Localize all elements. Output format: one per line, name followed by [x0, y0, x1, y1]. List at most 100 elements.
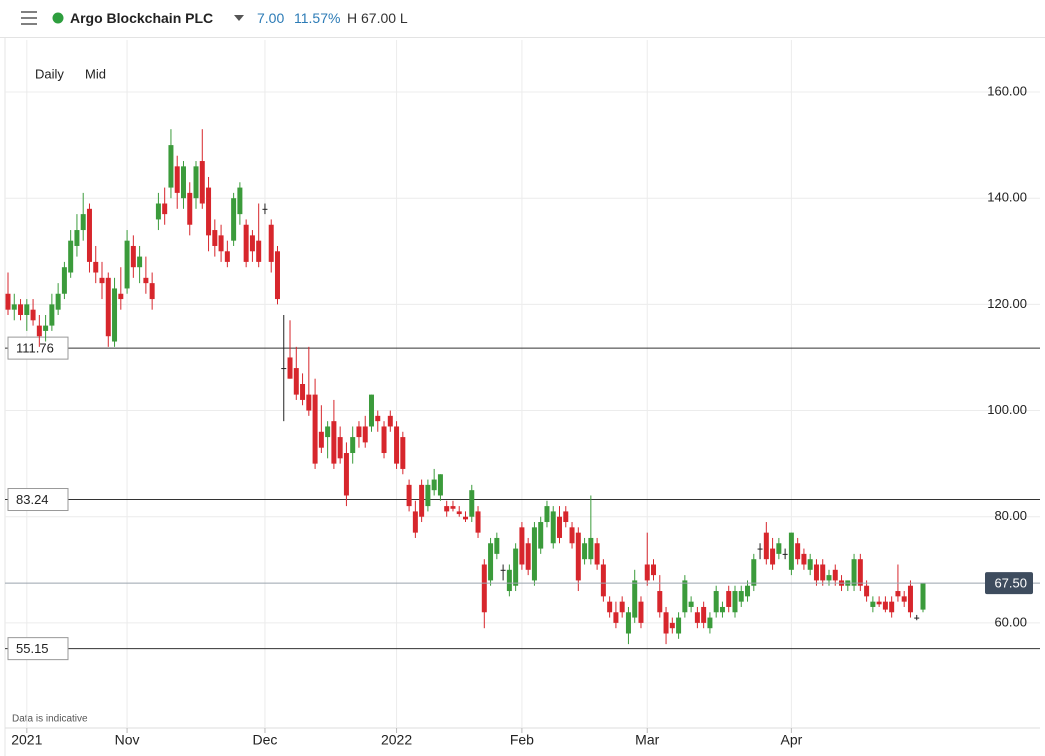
candle-body	[763, 532, 769, 560]
level-label-box	[7, 336, 69, 360]
level-label: 111.76	[16, 341, 54, 356]
x-tick-label: Dec	[252, 732, 277, 748]
candle-body	[519, 527, 525, 565]
high-low: H 67.00 L	[347, 10, 408, 26]
candle-body	[287, 357, 293, 379]
note: Data is indicative	[12, 714, 88, 725]
candle-body	[93, 261, 99, 273]
candle-body	[281, 368, 287, 370]
candle-body	[563, 511, 569, 523]
candle-body	[174, 166, 180, 193]
interval[interactable]: Daily	[35, 66, 64, 81]
candle-body	[237, 187, 243, 215]
candle-body	[882, 601, 888, 610]
candle-body	[638, 601, 644, 623]
candle-body	[387, 415, 393, 427]
chart: Daily Mid Data is indicative 60.00 80.00 1…	[4, 38, 1040, 756]
candle-body	[826, 575, 832, 581]
candle-body	[525, 543, 531, 570]
candle-body	[757, 548, 763, 550]
candle-body	[80, 214, 86, 231]
candle-body	[11, 304, 17, 310]
candle-body	[569, 527, 575, 544]
candle-body	[86, 208, 92, 262]
candle-body	[719, 606, 725, 613]
candle-body	[30, 309, 36, 321]
candle-body	[155, 203, 161, 220]
candle-body	[18, 304, 24, 315]
dropdown-caret[interactable]	[234, 15, 246, 25]
x-tick-label: 2021	[11, 732, 42, 748]
candle-body	[613, 612, 619, 623]
candle-body	[312, 394, 318, 464]
candle-body	[676, 617, 682, 634]
candle-body	[807, 559, 813, 570]
candle-body	[419, 484, 425, 517]
candle-body	[544, 506, 550, 523]
x-tick-label: Nov	[115, 732, 140, 748]
candle-body	[920, 583, 926, 610]
candle-body	[68, 240, 74, 273]
candle-body	[444, 506, 450, 512]
candle-body	[243, 224, 249, 262]
candle-body	[607, 601, 613, 613]
candle-body	[381, 426, 387, 454]
candle-body	[218, 235, 224, 252]
x-tick-label: Apr	[780, 732, 802, 748]
candle-body	[889, 601, 895, 613]
y-tick-label: 160.00	[987, 83, 1027, 98]
candle-body	[475, 511, 481, 533]
candle-body	[625, 612, 631, 634]
last-price-box	[985, 572, 1033, 595]
candle-body	[325, 426, 331, 438]
candle-body	[513, 548, 519, 586]
candle-body	[149, 283, 155, 300]
candle-body	[463, 516, 468, 520]
candle-body	[651, 564, 657, 576]
candle-body	[368, 394, 374, 427]
candle-body	[300, 384, 306, 400]
candle-body	[832, 569, 838, 581]
candle-body	[224, 251, 230, 262]
candle-body	[895, 591, 901, 597]
candle-body	[375, 415, 381, 422]
price-type[interactable]: Mid	[85, 66, 106, 81]
candle-body	[851, 559, 857, 586]
header: Argo Blockchain PLC 7.00 11.57% H 67.00 …	[0, 0, 1045, 38]
candle-body	[112, 288, 118, 342]
candle-body	[356, 426, 362, 438]
level-label: 55.15	[16, 641, 49, 656]
status-dot	[52, 12, 64, 24]
candle-body	[901, 596, 907, 602]
candle-body	[575, 532, 581, 581]
instrument-name[interactable]: Argo Blockchain PLC	[70, 10, 214, 26]
candle-body	[193, 166, 199, 199]
candle-body	[105, 277, 111, 337]
candle-body	[864, 585, 870, 597]
level-label-box	[7, 637, 69, 661]
candle-body	[343, 453, 349, 496]
x-tick-label: Mar	[635, 732, 659, 748]
candle-body	[61, 267, 67, 294]
candle-body	[688, 601, 694, 607]
candle-body	[49, 304, 55, 326]
candle-body	[632, 580, 638, 618]
candle-body	[488, 543, 494, 581]
candle-body	[55, 293, 61, 310]
candle-body	[350, 437, 356, 454]
y-tick-label: 60.00	[994, 614, 1027, 629]
candle-body	[43, 325, 49, 331]
candle-body	[531, 527, 537, 581]
candle-body	[619, 601, 625, 613]
menu-icon[interactable]	[21, 11, 41, 27]
candle-body	[293, 368, 299, 395]
candle-body	[782, 553, 788, 555]
x-tick-label: 2022	[381, 732, 412, 748]
candle-body	[600, 564, 606, 597]
candle-body	[745, 585, 751, 597]
candle-body	[751, 559, 757, 586]
candle-body	[588, 537, 594, 560]
candle-body	[500, 569, 506, 571]
candle-body	[663, 612, 669, 634]
